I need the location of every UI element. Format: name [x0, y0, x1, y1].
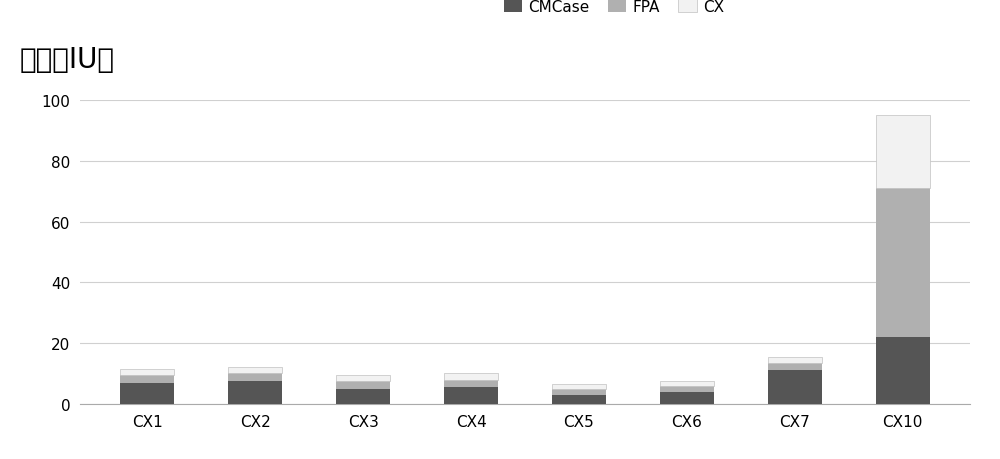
- Bar: [336, 375, 390, 381]
- Bar: [660, 381, 714, 386]
- Bar: [444, 380, 498, 387]
- Bar: [552, 384, 606, 389]
- Text: 酶活（IU）: 酶活（IU）: [20, 46, 115, 74]
- Bar: [876, 189, 930, 337]
- Bar: [336, 389, 390, 404]
- Bar: [228, 368, 282, 374]
- Bar: [768, 363, 822, 370]
- Bar: [120, 369, 174, 375]
- Bar: [876, 116, 930, 189]
- Bar: [768, 357, 822, 363]
- Bar: [660, 392, 714, 404]
- Bar: [660, 386, 714, 392]
- Bar: [876, 337, 930, 404]
- Legend: CMCase, FPA, CX: CMCase, FPA, CX: [498, 0, 730, 21]
- Bar: [120, 383, 174, 404]
- Bar: [444, 374, 498, 380]
- Bar: [120, 375, 174, 383]
- Bar: [228, 374, 282, 381]
- Bar: [444, 387, 498, 404]
- Bar: [552, 389, 606, 395]
- Bar: [768, 370, 822, 404]
- Bar: [228, 381, 282, 404]
- Bar: [336, 381, 390, 389]
- Bar: [552, 395, 606, 404]
